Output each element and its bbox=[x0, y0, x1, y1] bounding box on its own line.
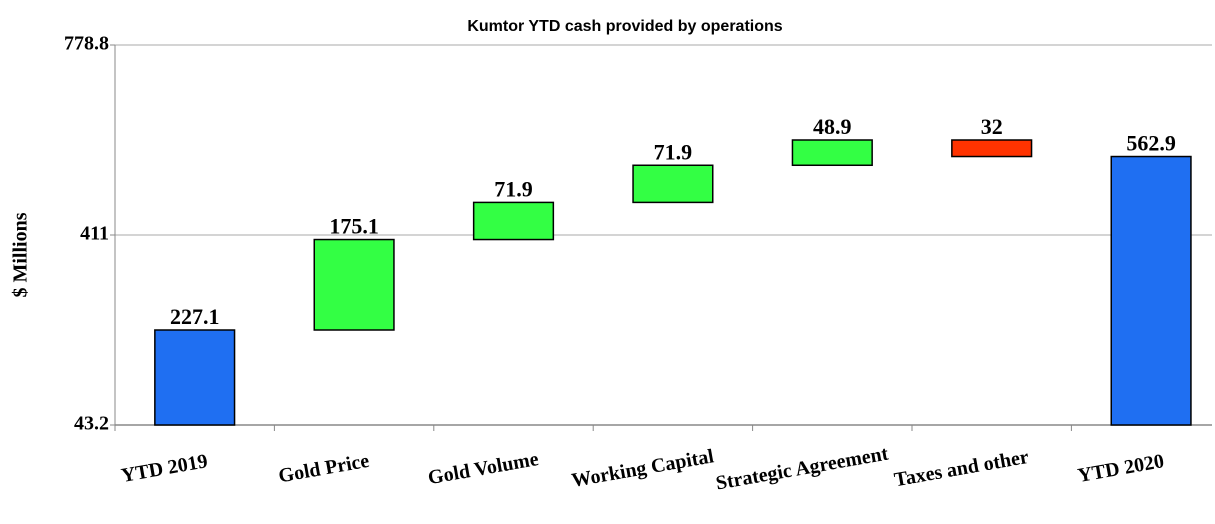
y-axis-label: $ Millions bbox=[10, 212, 32, 297]
data-label: 175.1 bbox=[329, 214, 379, 239]
x-tick-label: Gold Volume bbox=[426, 448, 540, 489]
bar bbox=[791, 139, 873, 167]
bar bbox=[313, 238, 395, 331]
x-tick-label: YTD 2020 bbox=[1076, 450, 1166, 487]
x-tick-label: YTD 2019 bbox=[120, 450, 210, 487]
data-label: 71.9 bbox=[654, 139, 693, 164]
bar bbox=[472, 201, 555, 241]
bar bbox=[1110, 155, 1192, 426]
bar bbox=[951, 139, 1033, 158]
x-tick-label: Gold Price bbox=[277, 450, 371, 488]
x-tick-label: Strategic Agreement bbox=[714, 443, 890, 495]
y-tick-label: 43.2 bbox=[74, 413, 109, 435]
data-label: 48.9 bbox=[813, 114, 852, 139]
data-label: 32 bbox=[981, 114, 1003, 139]
y-tick-label: 411 bbox=[80, 223, 109, 245]
data-label: 227.1 bbox=[170, 304, 220, 329]
x-tick-label: Working Capital bbox=[570, 445, 716, 492]
y-tick-label: 778.8 bbox=[64, 33, 109, 55]
data-label: 71.9 bbox=[494, 176, 533, 201]
x-tick-label: Taxes and other bbox=[893, 446, 1031, 491]
bar bbox=[154, 329, 236, 426]
data-label: 562.9 bbox=[1126, 131, 1176, 156]
chart-title: Kumtor YTD cash provided by operations bbox=[467, 18, 782, 35]
bar bbox=[632, 164, 714, 204]
